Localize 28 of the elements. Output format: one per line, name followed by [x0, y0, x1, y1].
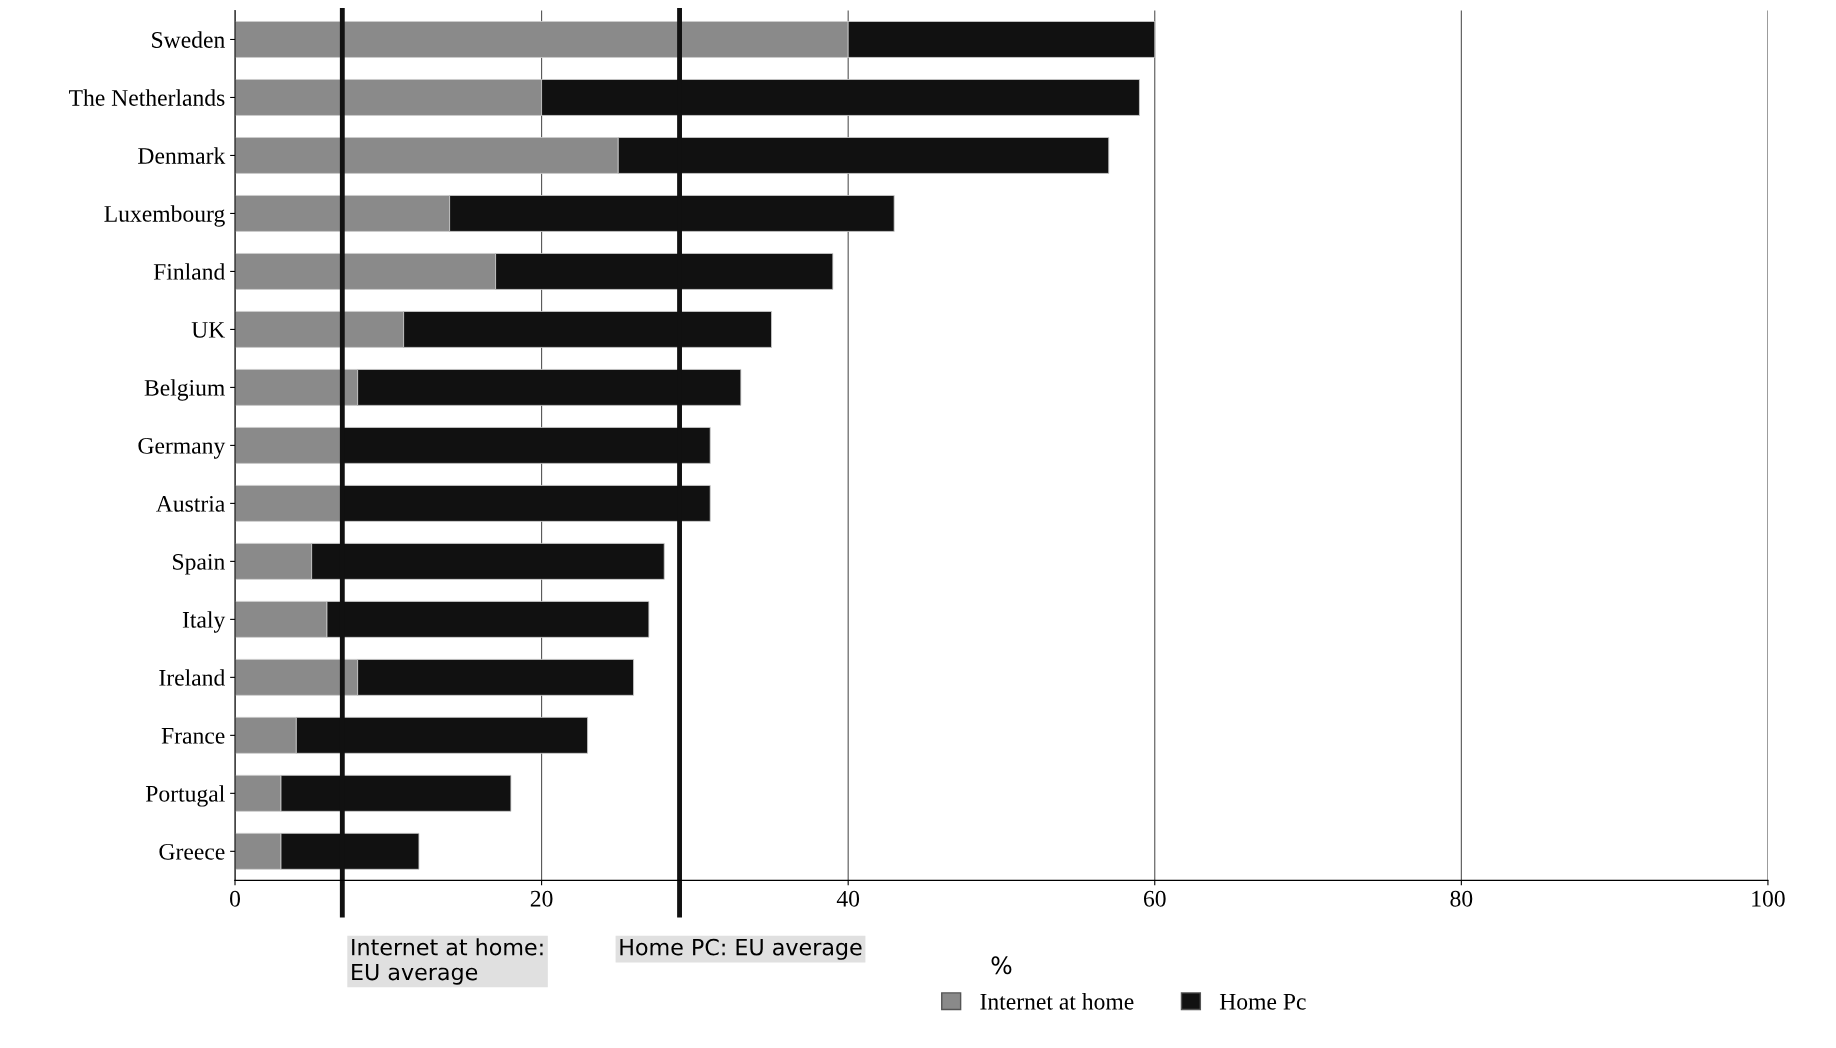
x-tick-label: 20: [530, 890, 553, 907]
bar: [235, 427, 343, 464]
ref-line-label: Internet at home: EU average: [352, 938, 543, 985]
legend-label: Internet at home: [980, 993, 1134, 1010]
y-tick-label: Portugal: [145, 785, 225, 807]
x-tick-label: 40: [836, 890, 860, 907]
ref-line-label: Home PC: EU average: [620, 938, 862, 960]
y-tick-label: France: [161, 728, 225, 744]
bar: [235, 484, 343, 522]
y-tick-label: Luxembourg: [104, 205, 225, 227]
x-tick-label: 0: [230, 890, 241, 907]
y-tick-label: Greece: [159, 843, 225, 860]
x-tick-label: 60: [1143, 890, 1166, 907]
y-tick-label: Italy: [182, 611, 226, 633]
y-tick-label: Sweden: [152, 31, 225, 48]
x-tick-label: 80: [1450, 890, 1473, 907]
y-tick-label: Finland: [153, 263, 225, 280]
x-axis-title: %: [991, 956, 1012, 975]
y-tick-label: Ireland: [159, 669, 225, 686]
y-tick-label: Spain: [173, 553, 225, 575]
y-tick-label: Austria: [156, 495, 225, 512]
y-tick-label: The Netherlands: [69, 89, 225, 106]
y-tick-label: Germany: [138, 437, 226, 459]
legend-label: Home Pc: [1219, 993, 1306, 1010]
y-tick-label: Belgium: [144, 379, 225, 401]
y-tick-label: Denmark: [138, 147, 226, 164]
x-tick-label: 100: [1752, 890, 1785, 907]
y-tick-label: UK: [191, 322, 226, 338]
